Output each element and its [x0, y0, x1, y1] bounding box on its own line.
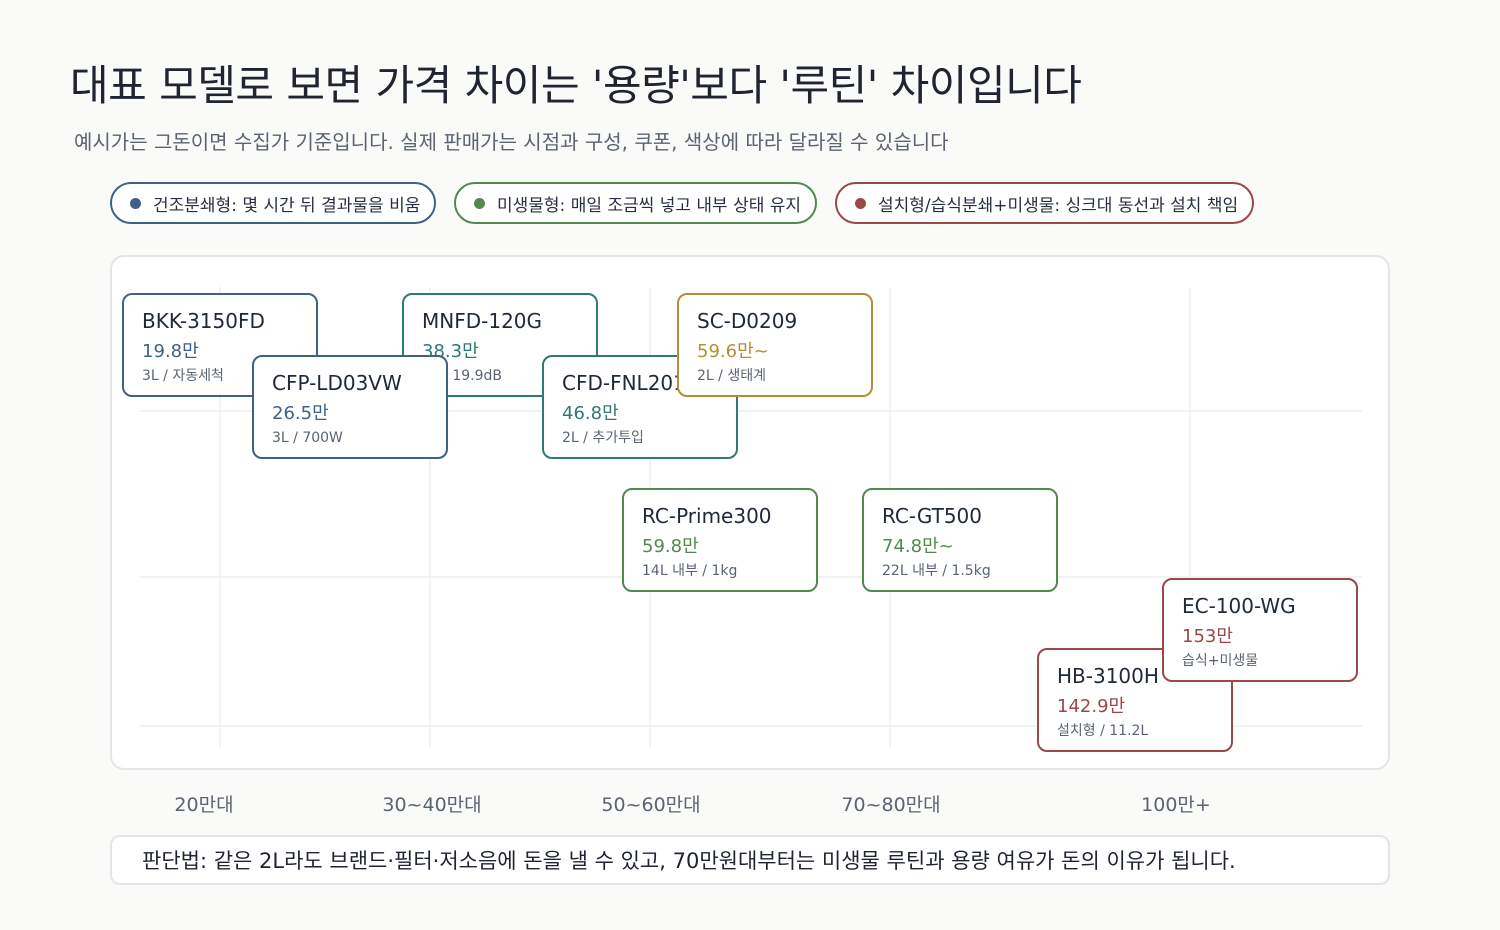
model-price: 142.9만 [1057, 696, 1126, 717]
model-card-bkk-3150fd: BKK-3150FD 19.8만 3L / 자동세척 [122, 293, 318, 397]
model-card-ec-100-wg: EC-100-WG 153만 습식+미생물 [1162, 578, 1358, 682]
model-spec: 22L 내부 / 1.5kg [882, 563, 991, 579]
page-subtitle: 예시가는 그돈이면 수집가 기준입니다. 실제 판매가는 시점과 구성, 쿠폰,… [74, 130, 949, 154]
model-card-sc-d0209: SC-D0209 59.6만~ 2L / 생태계 [677, 293, 873, 397]
x-tick-label: 30~40만대 [382, 794, 482, 816]
model-card-cfd-fnl201: CFD-FNL201 46.8만 2L / 추가투입 [542, 355, 738, 459]
legend-label: 미생물형: 매일 조금씩 넣고 내부 상태 유지 [497, 195, 802, 216]
model-name: CFD-FNL201 [562, 371, 686, 395]
model-card-cfp-ld03vw: CFP-LD03VW 26.5만 3L / 700W [252, 355, 448, 459]
x-tick-label: 100만+ [1141, 794, 1211, 816]
model-price: 59.8만 [642, 536, 699, 557]
model-name: MNFD-120G [422, 309, 543, 333]
model-spec: 3L / 700W [272, 430, 343, 446]
model-price: 26.5만 [272, 403, 329, 424]
model-price: 19.8만 [142, 341, 199, 362]
model-price: 46.8만 [562, 403, 619, 424]
model-card-mnfd-120g: MNFD-120G 38.3만 2L / 19.9dB [402, 293, 598, 397]
model-name: HB-3100H [1057, 664, 1159, 688]
model-name: CFP-LD03VW [272, 371, 402, 395]
note-text: 판단법: 같은 2L라도 브랜드·필터·저소음에 돈을 낼 수 있고, 70만원… [142, 849, 1236, 873]
x-tick-label: 70~80만대 [841, 794, 941, 816]
model-card-rc-gt500: RC-GT500 74.8만~ 22L 내부 / 1.5kg [862, 488, 1058, 592]
model-name: SC-D0209 [697, 309, 798, 333]
legend-dot-icon [474, 197, 485, 209]
model-price: 153만 [1182, 626, 1233, 647]
legend-dot-icon [855, 197, 866, 209]
judgment-note: 판단법: 같은 2L라도 브랜드·필터·저소음에 돈을 낼 수 있고, 70만원… [110, 835, 1390, 885]
model-name: BKK-3150FD [142, 309, 265, 333]
model-name: EC-100-WG [1182, 594, 1296, 618]
model-spec: 2L / 생태계 [697, 368, 766, 384]
model-spec: 습식+미생물 [1182, 653, 1259, 669]
legend-dot-icon [130, 197, 141, 209]
legend-item-install: 설치형/습식분쇄+미생물: 싱크대 동선과 설치 책임 [835, 182, 1255, 224]
model-spec: 3L / 자동세척 [142, 368, 224, 384]
legend-item-dry: 건조분쇄형: 몇 시간 뒤 결과물을 비움 [110, 182, 437, 224]
model-card-rc-prime300: RC-Prime300 59.8만 14L 내부 / 1kg [622, 488, 818, 592]
model-price: 59.6만~ [697, 341, 769, 362]
legend-item-microbe: 미생물형: 매일 조금씩 넣고 내부 상태 유지 [454, 182, 818, 224]
legend-label: 설치형/습식분쇄+미생물: 싱크대 동선과 설치 책임 [878, 195, 1239, 216]
model-name: RC-Prime300 [642, 504, 772, 528]
model-spec: 설치형 / 11.2L [1057, 723, 1149, 739]
model-spec: 2L / 추가투입 [562, 430, 644, 446]
model-spec: 14L 내부 / 1kg [642, 563, 738, 579]
model-price: 74.8만~ [882, 536, 954, 557]
page-title: 대표 모델로 보면 가격 차이는 '용량'보다 '루틴' 차이입니다 [70, 61, 1082, 110]
legend-label: 건조분쇄형: 몇 시간 뒤 결과물을 비움 [153, 195, 421, 216]
model-name: RC-GT500 [882, 504, 982, 528]
x-tick-label: 50~60만대 [601, 794, 701, 816]
x-tick-label: 20만대 [174, 794, 234, 816]
